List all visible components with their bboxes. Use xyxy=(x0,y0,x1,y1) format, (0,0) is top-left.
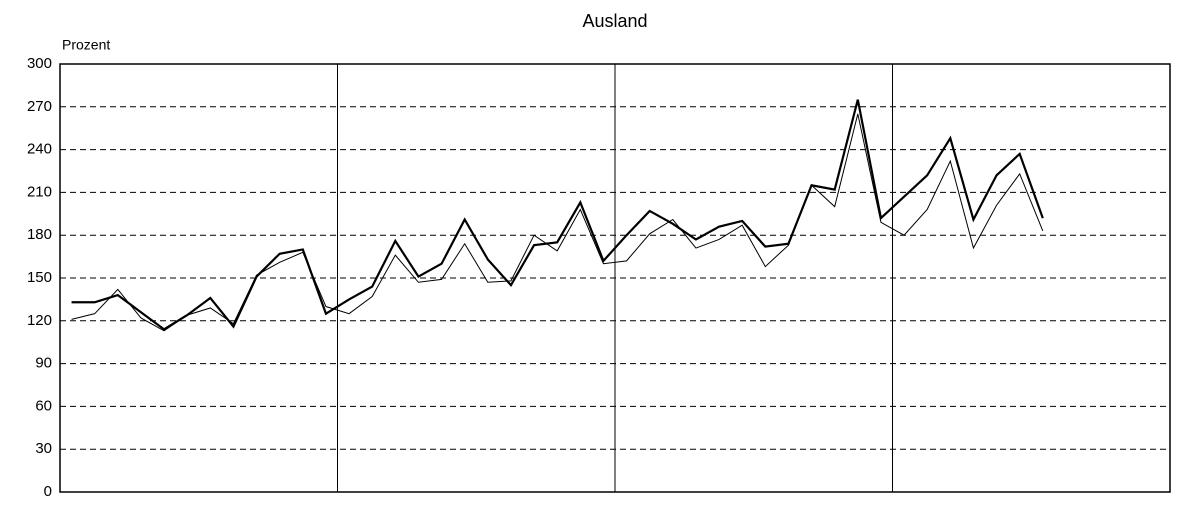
y-tick-label: 240 xyxy=(27,141,52,158)
series-line xyxy=(71,113,1044,332)
y-tick-label: 180 xyxy=(27,226,52,243)
y-tick-label: 270 xyxy=(27,98,52,115)
y-tick-label: 30 xyxy=(35,440,52,457)
y-tick-label: 150 xyxy=(27,269,52,286)
y-axis-label: Prozent xyxy=(62,37,110,53)
y-tick-label: 90 xyxy=(35,355,52,372)
chart-title: Ausland xyxy=(582,11,647,31)
y-tick-label: 210 xyxy=(27,183,52,200)
y-tick-label: 300 xyxy=(27,55,52,72)
y-tick-label: 120 xyxy=(27,312,52,329)
plot-frame xyxy=(59,63,1171,493)
y-tick-label: 0 xyxy=(44,483,52,500)
y-tick-label: 60 xyxy=(35,397,52,414)
series-line xyxy=(71,99,1044,331)
